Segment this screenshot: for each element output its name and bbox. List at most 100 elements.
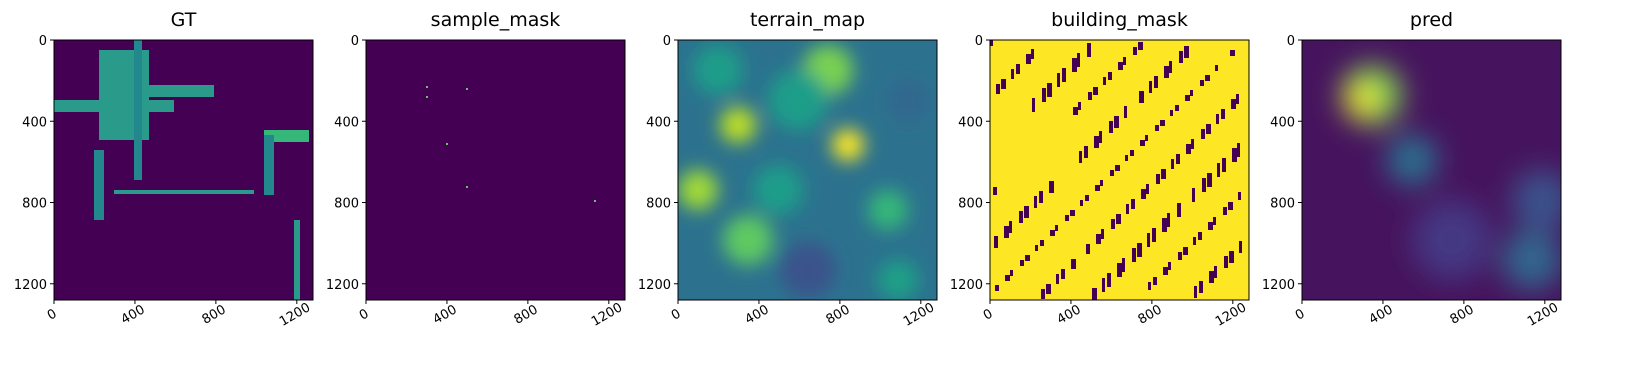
- y-tick-label: 800: [958, 197, 983, 212]
- texture: [1205, 75, 1210, 81]
- y-tick-label: 400: [646, 115, 671, 130]
- texture: [1230, 50, 1235, 56]
- texture: [678, 45, 930, 300]
- texture: [1217, 163, 1220, 177]
- texture: [832, 129, 864, 161]
- texture: [466, 186, 468, 188]
- texture: [264, 130, 309, 142]
- texture: [1020, 260, 1024, 266]
- texture: [1200, 80, 1204, 86]
- x-tick-label: 800: [824, 302, 853, 327]
- y-tick-label: 1200: [326, 278, 359, 293]
- texture: [114, 190, 254, 194]
- texture: [466, 88, 468, 90]
- y-tick-label: 400: [334, 115, 359, 130]
- texture: [1154, 76, 1158, 88]
- texture: [1114, 116, 1119, 128]
- texture: [1229, 251, 1234, 263]
- image: [990, 40, 1249, 300]
- image-background: [366, 40, 625, 300]
- texture: [1169, 61, 1172, 73]
- texture: [768, 70, 828, 130]
- texture: [1019, 211, 1023, 223]
- image-background: [54, 40, 313, 300]
- texture: [1164, 66, 1169, 78]
- texture: [1239, 241, 1242, 253]
- texture: [1207, 173, 1212, 187]
- axes-frame: [1301, 39, 1562, 301]
- texture: [1170, 110, 1173, 116]
- x-tick-label: 800: [512, 302, 541, 327]
- texture: [1057, 73, 1060, 87]
- texture: [1178, 252, 1182, 260]
- axes-frame: [365, 39, 626, 301]
- subplot: terrain_map 0 400 800 1200 0 400 800 1200: [638, 9, 938, 330]
- texture: [294, 220, 300, 300]
- subplot: GT 0 400 800 1200 0 400 800 1200: [14, 9, 314, 330]
- texture: [1065, 215, 1069, 221]
- texture: [1201, 129, 1205, 139]
- texture: [1092, 288, 1097, 300]
- y-tick-label: 0: [39, 34, 47, 49]
- x-tick-label: 400: [1055, 302, 1084, 327]
- texture: [1055, 225, 1058, 231]
- image: [1302, 40, 1561, 300]
- texture: [1050, 230, 1055, 236]
- texture: [1228, 202, 1233, 210]
- subplot-title: sample_mask: [431, 9, 561, 31]
- texture: [753, 165, 803, 215]
- x-tick-label: 400: [119, 302, 148, 327]
- texture: [1041, 289, 1045, 299]
- texture: [594, 200, 596, 202]
- texture: [990, 40, 993, 46]
- texture: [1079, 151, 1082, 163]
- y-tick-label: 1200: [638, 278, 671, 293]
- texture: [1132, 248, 1136, 262]
- texture: [1117, 263, 1122, 277]
- texture: [1094, 136, 1099, 148]
- texture: [446, 143, 448, 145]
- texture: [1214, 266, 1217, 278]
- texture: [1126, 204, 1129, 214]
- image: [54, 40, 313, 300]
- texture: [1101, 229, 1104, 239]
- texture: [1088, 92, 1092, 100]
- y-tick-label: 1200: [14, 278, 47, 293]
- texture: [1162, 218, 1167, 232]
- texture: [1071, 259, 1076, 269]
- texture: [1238, 192, 1241, 200]
- texture: [1193, 237, 1196, 245]
- texture: [1109, 121, 1113, 133]
- texture: [1206, 124, 1211, 134]
- texture: [1084, 146, 1088, 158]
- texture: [1102, 278, 1105, 292]
- texture: [1237, 143, 1240, 157]
- texture: [1072, 58, 1077, 72]
- y-tick-label: 1200: [1262, 278, 1295, 293]
- x-tick-label: 1200: [277, 300, 313, 330]
- texture: [994, 236, 998, 248]
- texture: [1099, 131, 1102, 143]
- texture: [1224, 256, 1228, 268]
- texture: [1186, 144, 1191, 154]
- texture: [1190, 90, 1193, 96]
- texture: [1093, 87, 1098, 95]
- x-tick-label: 0: [357, 306, 372, 323]
- subplot-title: building_mask: [1051, 9, 1188, 31]
- texture: [1070, 210, 1075, 216]
- axes-frame: [989, 39, 1250, 301]
- axes-frame: [677, 39, 938, 301]
- texture: [1191, 139, 1194, 149]
- texture: [1236, 94, 1239, 104]
- x-tick-label: 0: [1293, 306, 1308, 323]
- texture: [1183, 247, 1188, 255]
- texture: [1124, 106, 1127, 118]
- texture: [1111, 219, 1115, 229]
- texture: [426, 96, 428, 98]
- y-tick-label: 800: [1270, 197, 1295, 212]
- texture: [54, 100, 174, 112]
- texture: [1163, 267, 1168, 275]
- texture: [1031, 49, 1034, 59]
- texture: [1042, 88, 1046, 102]
- texture: [1147, 233, 1150, 247]
